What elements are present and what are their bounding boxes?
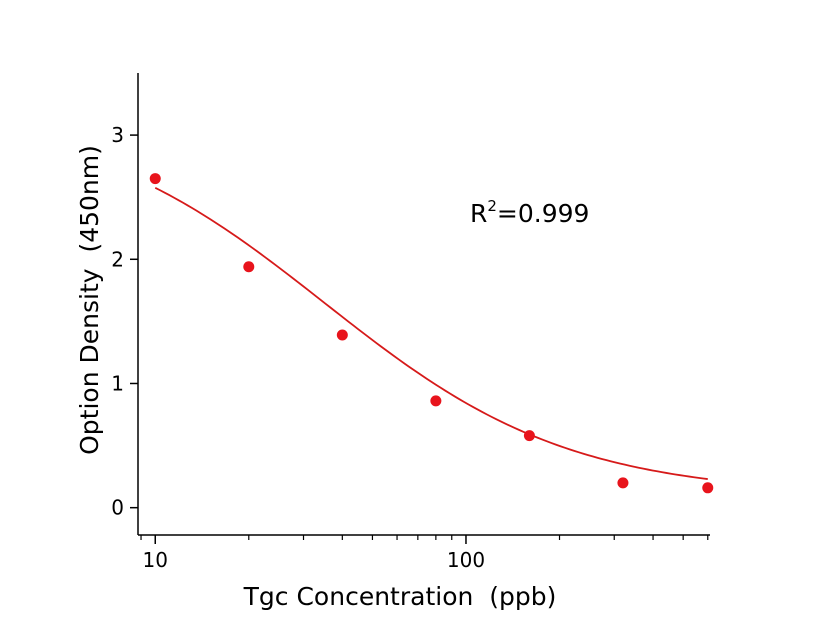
data-point-5 xyxy=(523,430,535,442)
y-tick-label-0: 0 xyxy=(111,496,124,520)
data-point-6 xyxy=(617,477,629,489)
fit-layer xyxy=(154,186,708,480)
r-squared-base: R xyxy=(470,199,487,228)
data-point-2 xyxy=(243,261,255,273)
points-layer xyxy=(149,173,714,494)
y-tick-label-1: 1 xyxy=(111,371,124,395)
x-axis-title: Tgc Concentration (ppb) xyxy=(243,582,557,611)
r-squared-superscript: 2 xyxy=(487,197,497,215)
x-tick-label-100: 100 xyxy=(447,548,485,572)
x-tick-label-10: 10 xyxy=(143,548,168,572)
r-squared-annotation: R2=0.999 xyxy=(470,197,589,228)
r-squared-value: =0.999 xyxy=(497,199,590,228)
data-point-4 xyxy=(430,395,442,407)
x-ticks: 10 100 xyxy=(140,535,709,572)
y-ticks: 0 1 2 3 xyxy=(111,123,138,520)
y-tick-label-3: 3 xyxy=(111,123,124,147)
data-point-1 xyxy=(149,173,161,185)
y-axis-title: Option Density (450nm) xyxy=(75,145,104,455)
data-point-3 xyxy=(336,329,348,341)
fit-curve xyxy=(154,186,708,480)
y-tick-label-2: 2 xyxy=(111,247,124,271)
data-point-7 xyxy=(702,482,714,494)
axes xyxy=(137,73,710,536)
